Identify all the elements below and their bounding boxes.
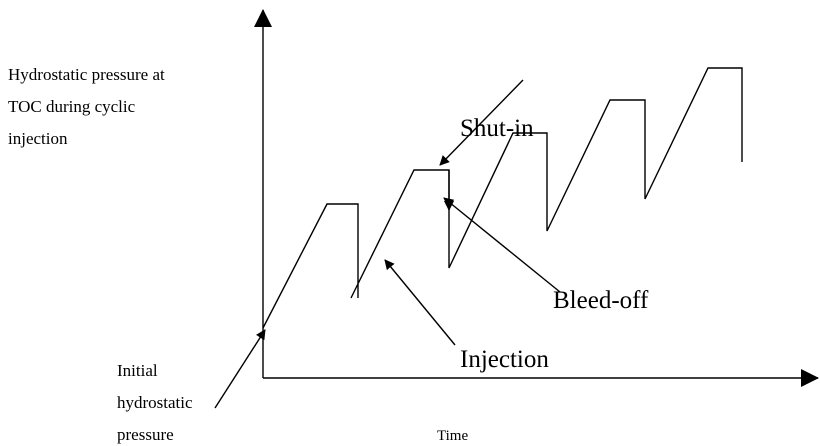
shut-in-arrow (439, 79, 524, 166)
x-label: Time (437, 428, 468, 444)
y-label: TOC during cyclic (8, 97, 136, 116)
initial-label: Initial (117, 361, 158, 380)
y-label: Hydrostatic pressure at (8, 65, 165, 84)
pressure-curve (262, 67, 743, 329)
injection-label: Injection (460, 346, 549, 373)
bleed-off-label: Bleed-off (553, 287, 649, 314)
shut-in-label: Shut-in (460, 115, 534, 142)
initial-label: hydrostatic (117, 393, 193, 412)
initial-arrow (214, 329, 266, 409)
bleed-off-arrow (443, 197, 561, 293)
y-label: injection (8, 129, 68, 148)
injection-arrow (384, 259, 456, 346)
initial-label: pressure (117, 425, 174, 444)
